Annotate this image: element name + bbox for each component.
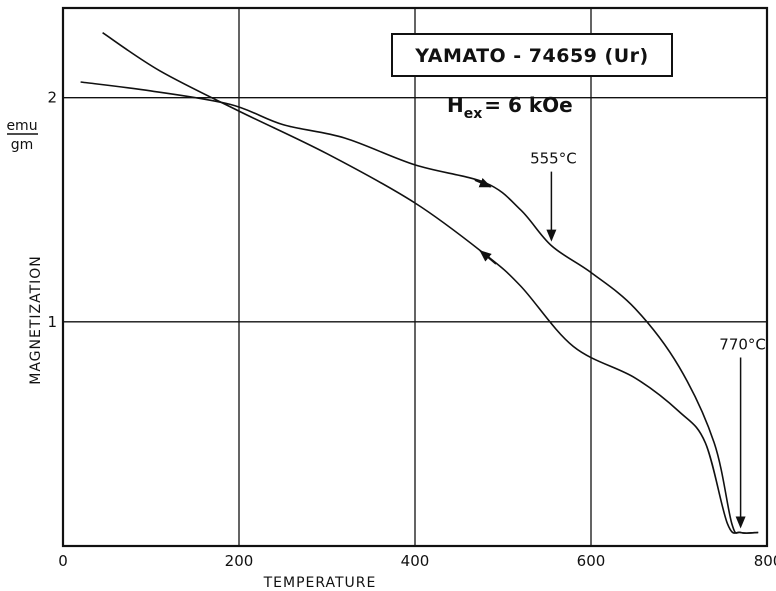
heating-curve [80, 81, 759, 534]
y-unit-bottom: gm [11, 137, 34, 153]
tick-labels: 0 200 400 600 800°C 1 2 [47, 89, 776, 570]
chart-title: YAMATO - 74659 (Ur) [414, 45, 648, 67]
x-axis-title: TEMPERATURE [263, 575, 377, 591]
y-axis-title: MAGNETIZATION [28, 255, 44, 385]
title-box-frame [391, 33, 673, 77]
y-tick-label: 2 [47, 89, 57, 107]
annotation-label: 770°C [719, 336, 766, 354]
annotation-arrowhead [735, 516, 746, 529]
y-unit: emu gm [6, 118, 38, 153]
annotation-arrowhead [546, 229, 557, 242]
series-layer [80, 32, 759, 534]
y-tick-label: 1 [47, 313, 57, 331]
cooling-direction-arrow [479, 250, 497, 265]
x-tick-label: 600 [577, 552, 606, 570]
heating-direction-arrow [474, 177, 492, 188]
field-strength-label: Hex = 6 kOe [447, 93, 573, 122]
annotation-label: 555°C [530, 150, 577, 168]
cooling-curve [102, 32, 759, 534]
field-value: = 6 kOe [484, 93, 572, 117]
x-tick-label: 400 [401, 552, 430, 570]
plot-border [61, 6, 769, 548]
title-box: YAMATO - 74659 (Ur) [391, 33, 673, 77]
y-unit-top: emu [6, 118, 37, 134]
x-tick-label: 800°C [754, 552, 776, 570]
x-tick-label: 200 [225, 552, 254, 570]
annotation-layer: 555°C 770°C [530, 150, 766, 529]
field-symbol: H [447, 93, 464, 117]
plot-frame [61, 6, 769, 548]
x-tick-label: 0 [58, 552, 68, 570]
grid-layer [63, 8, 767, 546]
field-subscript: ex [464, 106, 483, 122]
